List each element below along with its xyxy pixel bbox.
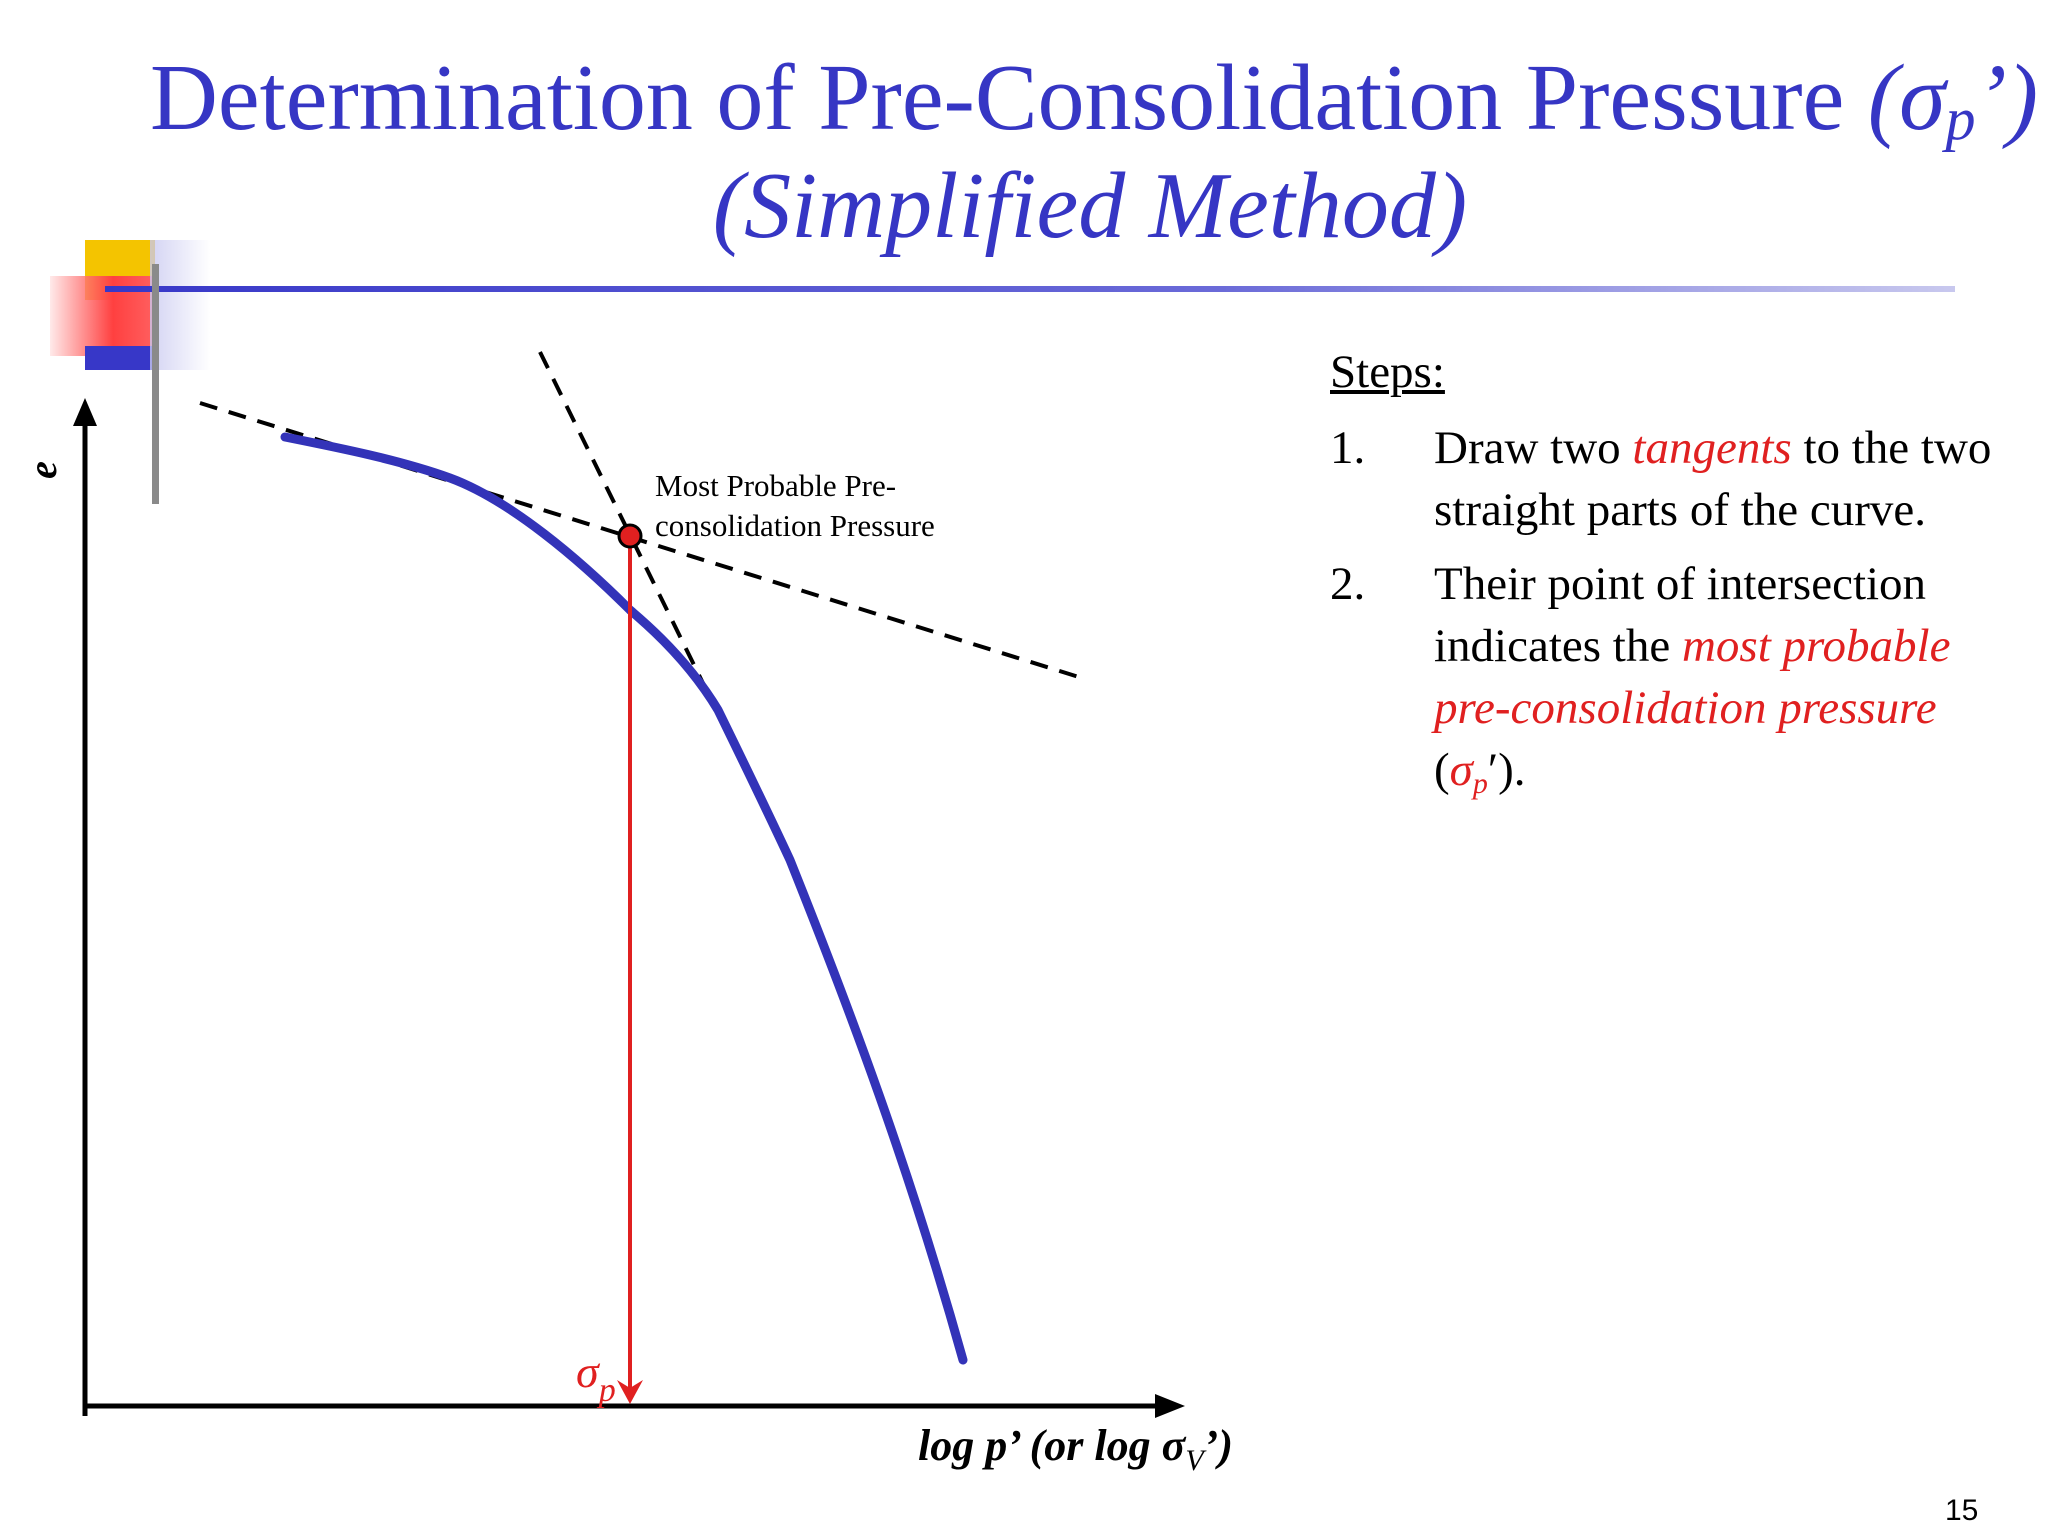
slide-title: Determination of Pre-Consolidation Press… [150,44,2038,260]
title-symbol: (σp’) [1867,46,2039,152]
step-2-close-paren: ′). [1487,744,1526,796]
step-2-text-a: Their point of intersection indicates th… [1434,558,1927,672]
projection-arrowhead [617,1380,643,1404]
y-axis-label: e [20,461,65,479]
page-number: 15 [1945,1494,1979,1527]
compression-curve [280,432,968,1365]
step-2-open-paren: ( [1434,744,1450,796]
steps-panel: Steps: 1. Draw two tangents to the two s… [1330,345,2030,813]
step-2-symbol: σp [1449,744,1488,800]
annotation-line-2: consolidation Pressure [655,508,935,543]
title-line-2: (Simplified Method) [712,154,1468,258]
step-2: 2. Their point of intersection indicates… [1330,553,2030,801]
y-axis-arrowhead [73,398,97,426]
steps-heading: Steps: [1330,346,1445,398]
step-1-text-a: Draw two [1434,422,1633,474]
title-underline [105,286,1955,292]
title-main-text: Determination of Pre-Consolidation Press… [150,46,1845,150]
decor-vertical-line [152,264,159,504]
annotation-line-1: Most Probable Pre- [655,468,896,503]
title-line-1: Determination of Pre-Consolidation Press… [150,44,2038,152]
step-1-number: 1. [1330,422,1366,474]
x-axis-label: log p’ (or log σV’) [918,1421,1233,1477]
step-2-highlight: most probable pre-consolidation pressure [1434,620,1951,734]
step-2-number: 2. [1330,558,1366,610]
step-1-text-b: to the two straight parts of the curve. [1434,422,1992,536]
steep-tangent-line [538,351,792,861]
decor-blue-bar [85,346,155,370]
decor-fade [150,240,210,370]
step-1-highlight: tangents [1632,422,1792,474]
intersection-point [617,523,643,549]
sigma-p-label: σp [576,1346,616,1409]
step-1: 1. Draw two tangents to the two straight… [1330,417,2030,541]
x-axis-arrowhead [1155,1394,1185,1418]
